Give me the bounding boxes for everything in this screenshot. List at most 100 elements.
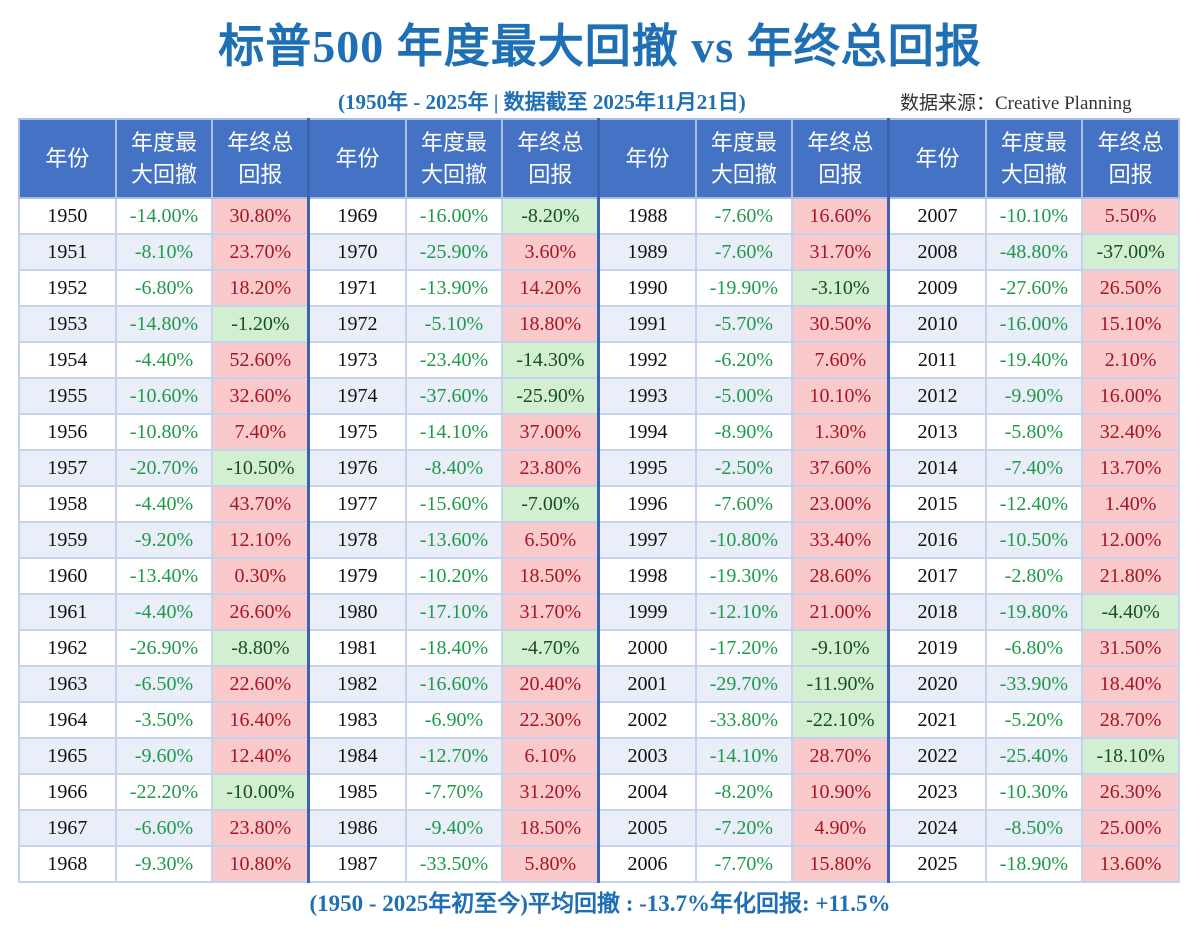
year-cell: 1971 <box>307 269 407 307</box>
year-cell: 1976 <box>307 449 407 487</box>
drawdown-cell: -4.40% <box>114 341 214 379</box>
return-cell: -18.10% <box>1081 737 1180 775</box>
year-cell: 2020 <box>887 665 987 703</box>
year-cell: 2004 <box>597 773 697 811</box>
year-cell: 1964 <box>18 701 117 739</box>
table-row: 1952 -6.80% 18.20% 1971 -13.90% 14.20% 1990 -19… <box>18 269 1180 307</box>
return-cell: 22.60% <box>211 665 310 703</box>
year-cell: 2003 <box>597 737 697 775</box>
drawdown-cell: -14.00% <box>114 197 214 235</box>
drawdown-cell: -19.80% <box>984 593 1084 631</box>
return-cell: 31.50% <box>1081 629 1180 667</box>
return-cell: 16.00% <box>1081 377 1180 415</box>
return-cell: 4.90% <box>791 809 890 847</box>
return-cell: 6.50% <box>501 521 600 559</box>
drawdown-cell: -7.60% <box>694 233 794 271</box>
header-label: 年度最大回撤 <box>130 129 197 187</box>
year-cell: 2010 <box>887 305 987 343</box>
year-cell: 1969 <box>307 197 407 235</box>
return-cell: -37.00% <box>1081 233 1180 271</box>
header-label: 年份 <box>915 145 960 171</box>
return-cell: 14.20% <box>501 269 600 307</box>
table-row: 1954 -4.40% 52.60% 1973 -23.40% -14.30% 1992 -6… <box>18 341 1180 379</box>
table-row: 1964 -3.50% 16.40% 1983 -6.90% 22.30% 2002 -33.… <box>18 701 1180 739</box>
drawdown-cell: -19.40% <box>984 341 1084 379</box>
drawdown-cell: -9.40% <box>404 809 504 847</box>
drawdown-cell: -14.80% <box>114 305 214 343</box>
table-row: 1958 -4.40% 43.70% 1977 -15.60% -7.00% 1996 -7.… <box>18 485 1180 523</box>
return-cell: 10.10% <box>791 377 890 415</box>
table-row: 1953 -14.80% -1.20% 1972 -5.10% 18.80% 1991 -5.… <box>18 305 1180 343</box>
year-cell: 2011 <box>887 341 987 379</box>
year-cell: 2009 <box>887 269 987 307</box>
drawdown-cell: -15.60% <box>404 485 504 523</box>
year-cell: 1951 <box>18 233 117 271</box>
table-row: 1955 -10.60% 32.60% 1974 -37.60% -25.90% 1993-… <box>18 377 1180 415</box>
year-cell: 1985 <box>307 773 407 811</box>
year-cell: 2017 <box>887 557 987 595</box>
header-label: 年终总回报 <box>1097 129 1164 187</box>
drawdown-cell: -5.80% <box>984 413 1084 451</box>
return-cell: 28.70% <box>791 737 890 775</box>
drawdown-cell: -33.80% <box>694 701 794 739</box>
return-cell: 1.40% <box>1081 485 1180 523</box>
return-cell: -22.10% <box>791 701 890 739</box>
drawdown-cell: -18.90% <box>984 845 1084 883</box>
year-cell: 1997 <box>597 521 697 559</box>
table-row: 1951 -8.10% 23.70% 1970 -25.90% 3.60% 1989 -7.6… <box>18 233 1180 271</box>
return-cell: 12.00% <box>1081 521 1180 559</box>
return-cell: 18.40% <box>1081 665 1180 703</box>
year-cell: 1954 <box>18 341 117 379</box>
year-cell: 1953 <box>18 305 117 343</box>
return-cell: 26.50% <box>1081 269 1180 307</box>
drawdown-cell: -25.40% <box>984 737 1084 775</box>
drawdown-cell: -13.40% <box>114 557 214 595</box>
year-cell: 1950 <box>18 197 117 235</box>
drawdown-cell: -14.10% <box>404 413 504 451</box>
header-label: 年份 <box>335 145 380 171</box>
return-cell: 30.50% <box>791 305 890 343</box>
year-cell: 1998 <box>597 557 697 595</box>
drawdown-cell: -9.20% <box>114 521 214 559</box>
return-cell: 16.60% <box>791 197 890 235</box>
drawdown-cell: -6.80% <box>984 629 1084 667</box>
drawdown-cell: -8.10% <box>114 233 214 271</box>
return-cell: 22.30% <box>501 701 600 739</box>
year-cell: 2006 <box>597 845 697 883</box>
return-cell: -4.40% <box>1081 593 1180 631</box>
year-cell: 2008 <box>887 233 987 271</box>
drawdown-cell: -5.20% <box>984 701 1084 739</box>
table-row: 1963 -6.50% 22.60% 1982 -16.60% 20.40% 2001 -29… <box>18 665 1180 703</box>
drawdown-cell: -6.90% <box>404 701 504 739</box>
drawdown-cell: -2.50% <box>694 449 794 487</box>
drawdown-cell: -9.90% <box>984 377 1084 415</box>
drawdown-cell: -5.00% <box>694 377 794 415</box>
drawdown-cell: -7.40% <box>984 449 1084 487</box>
drawdown-cell: -12.40% <box>984 485 1084 523</box>
drawdown-cell: -7.70% <box>694 845 794 883</box>
drawdown-cell: -17.20% <box>694 629 794 667</box>
return-cell: -14.30% <box>501 341 600 379</box>
header-total-return: 年终总回报 <box>211 118 310 199</box>
table-row: 1962 -26.90% -8.80% 1981 -18.40% -4.70% 2000 -1… <box>18 629 1180 667</box>
year-cell: 1959 <box>18 521 117 559</box>
header-max-drawdown: 年度最大回撤 <box>114 118 214 199</box>
year-cell: 1973 <box>307 341 407 379</box>
return-cell: 31.70% <box>501 593 600 631</box>
year-cell: 2015 <box>887 485 987 523</box>
table-body: 1950 -14.00% 30.80% 1969 -16.00% -8.20% 1988 -7… <box>18 197 1180 883</box>
header-year: 年份 <box>18 118 117 199</box>
table-row: 1965 -9.60% 12.40% 1984 -12.70% 6.10% 2003 -14.… <box>18 737 1180 775</box>
year-cell: 1984 <box>307 737 407 775</box>
return-cell: 37.60% <box>791 449 890 487</box>
drawdown-cell: -10.30% <box>984 773 1084 811</box>
drawdown-cell: -6.20% <box>694 341 794 379</box>
header-year: 年份 <box>307 118 407 199</box>
return-cell: 26.30% <box>1081 773 1180 811</box>
table-row: 1960 -13.40% 0.30% 1979 -10.20% 18.50% 1998 -19… <box>18 557 1180 595</box>
drawdown-cell: -8.50% <box>984 809 1084 847</box>
drawdown-cell: -3.50% <box>114 701 214 739</box>
return-cell: 21.80% <box>1081 557 1180 595</box>
drawdown-cell: -7.20% <box>694 809 794 847</box>
return-cell: 15.80% <box>791 845 890 883</box>
